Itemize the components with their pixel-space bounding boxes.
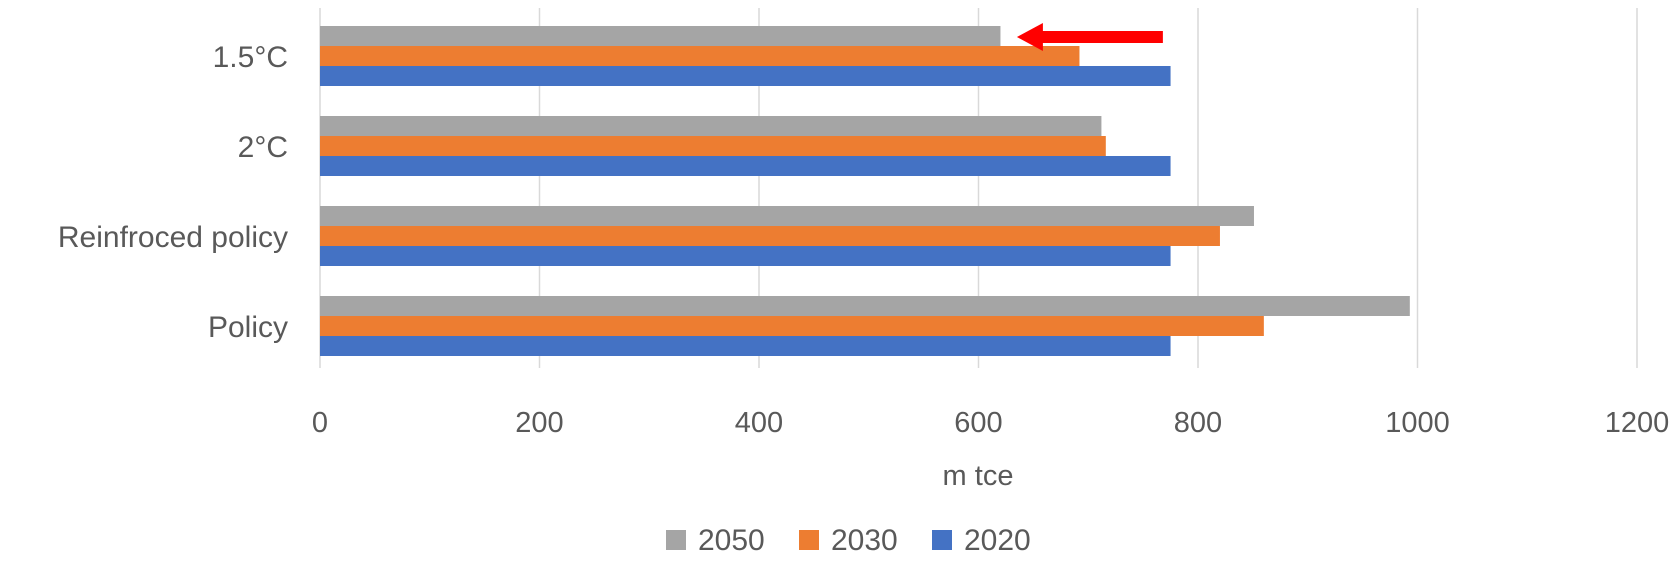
bar-2020-3 xyxy=(320,336,1171,356)
annotation xyxy=(1016,23,1163,51)
x-tick-label: 1200 xyxy=(1605,407,1670,439)
bar-2020-0 xyxy=(320,66,1171,86)
bar-2020-1 xyxy=(320,156,1171,176)
bar-2050-1 xyxy=(320,116,1102,136)
legend-swatch-2020 xyxy=(932,530,952,550)
category-label: Reinfroced policy xyxy=(58,221,288,254)
legend-swatch-2050 xyxy=(666,530,686,550)
x-tick-label: 800 xyxy=(1174,407,1222,439)
category-label: Policy xyxy=(208,311,288,344)
x-axis-title: m tce xyxy=(943,460,1014,492)
legend-label: 2050 xyxy=(698,524,765,557)
bars xyxy=(320,26,1410,356)
x-tick-labels: 0 200 400 600 800 1000 1200 xyxy=(312,407,1669,439)
category-labels: 1.5°C 2°C Reinfroced policy Policy xyxy=(58,41,288,344)
x-tick-label: 600 xyxy=(954,407,1002,439)
legend-label: 2020 xyxy=(964,524,1031,557)
bar-2020-2 xyxy=(320,246,1171,266)
bar-2050-3 xyxy=(320,296,1410,316)
bar-2030-0 xyxy=(320,46,1080,66)
bar-2030-2 xyxy=(320,226,1220,246)
x-tick-label: 200 xyxy=(515,407,563,439)
category-label: 2°C xyxy=(238,131,288,164)
x-tick-label: 1000 xyxy=(1385,407,1450,439)
arrow-head xyxy=(1016,23,1043,51)
category-label: 1.5°C xyxy=(213,41,288,74)
bar-2050-2 xyxy=(320,206,1254,226)
x-tick-label: 0 xyxy=(312,407,328,439)
x-tick-label: 400 xyxy=(735,407,783,439)
bar-2050-0 xyxy=(320,26,1001,46)
legend-swatch-2030 xyxy=(799,530,819,550)
legend-label: 2030 xyxy=(831,524,898,557)
bar-2030-3 xyxy=(320,316,1264,336)
arrow-shaft xyxy=(1040,31,1163,43)
legend: 2050 2030 2020 xyxy=(666,524,1031,557)
bar-2030-1 xyxy=(320,136,1106,156)
